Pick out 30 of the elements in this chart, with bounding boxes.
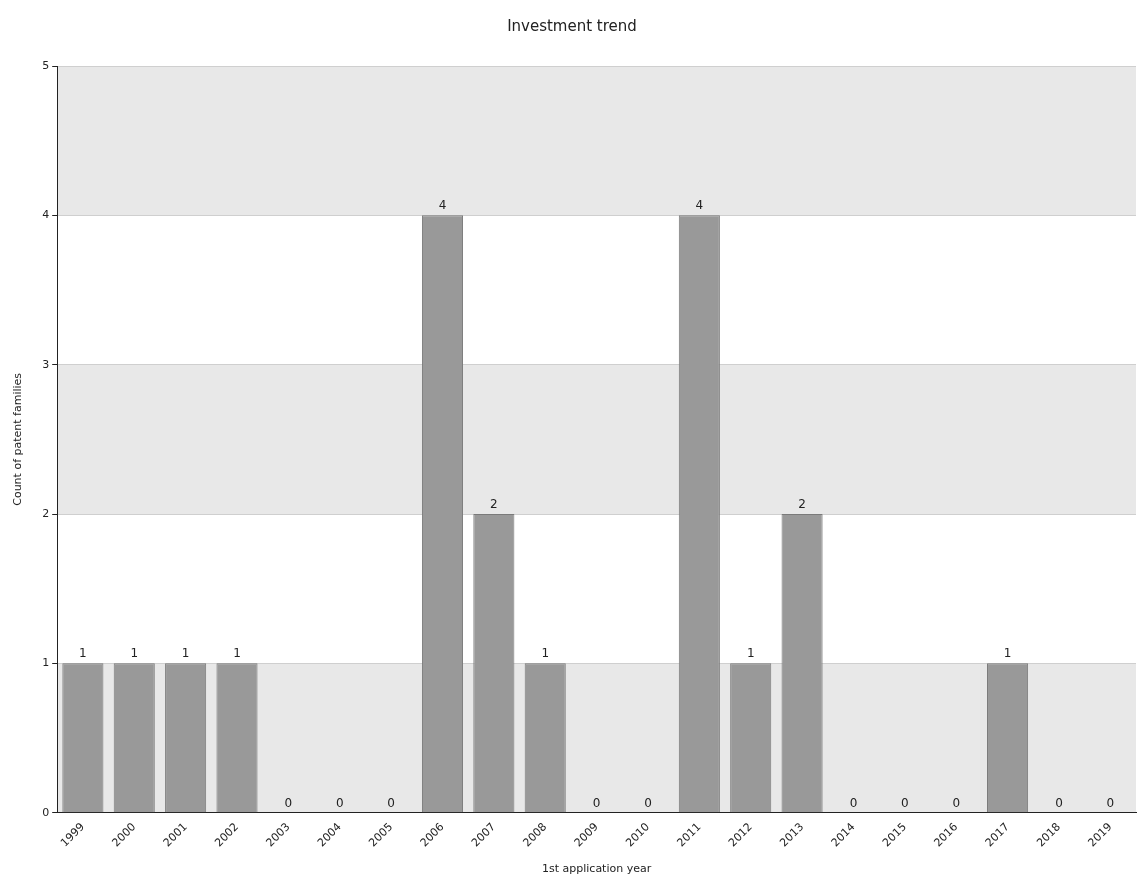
chart-title: Investment trend <box>507 16 637 35</box>
data-label: 0 <box>849 795 858 810</box>
y-tick-label: 3 <box>42 357 50 371</box>
data-label: 0 <box>1106 795 1115 810</box>
data-label: 4 <box>695 198 704 213</box>
y-axis-title: Count of patent families <box>11 372 25 506</box>
data-label: 2 <box>798 497 806 512</box>
data-label: 2 <box>490 497 498 512</box>
data-label: 1 <box>746 646 755 661</box>
data-label: 0 <box>592 795 601 810</box>
y-tick-label: 2 <box>42 506 50 520</box>
data-label: 1 <box>1003 646 1012 661</box>
data-label: 1 <box>79 646 87 661</box>
data-label: 1 <box>233 646 241 661</box>
data-label: 1 <box>130 646 139 661</box>
data-label: 1 <box>541 646 550 661</box>
y-tick-label: 0 <box>42 805 50 819</box>
data-label: 0 <box>335 795 344 810</box>
x-axis-title: 1st application year <box>541 862 652 876</box>
data-label: 1 <box>181 646 190 661</box>
data-label: 0 <box>644 795 652 810</box>
y-tick-label: 1 <box>42 656 50 670</box>
data-label: 0 <box>387 795 395 810</box>
data-label: 0 <box>901 795 909 810</box>
y-tick-label: 5 <box>42 58 50 72</box>
data-label: 0 <box>1055 795 1063 810</box>
data-label: 0 <box>952 795 961 810</box>
data-label: 4 <box>438 198 447 213</box>
y-tick-label: 4 <box>42 208 50 222</box>
data-label: 0 <box>284 795 293 810</box>
